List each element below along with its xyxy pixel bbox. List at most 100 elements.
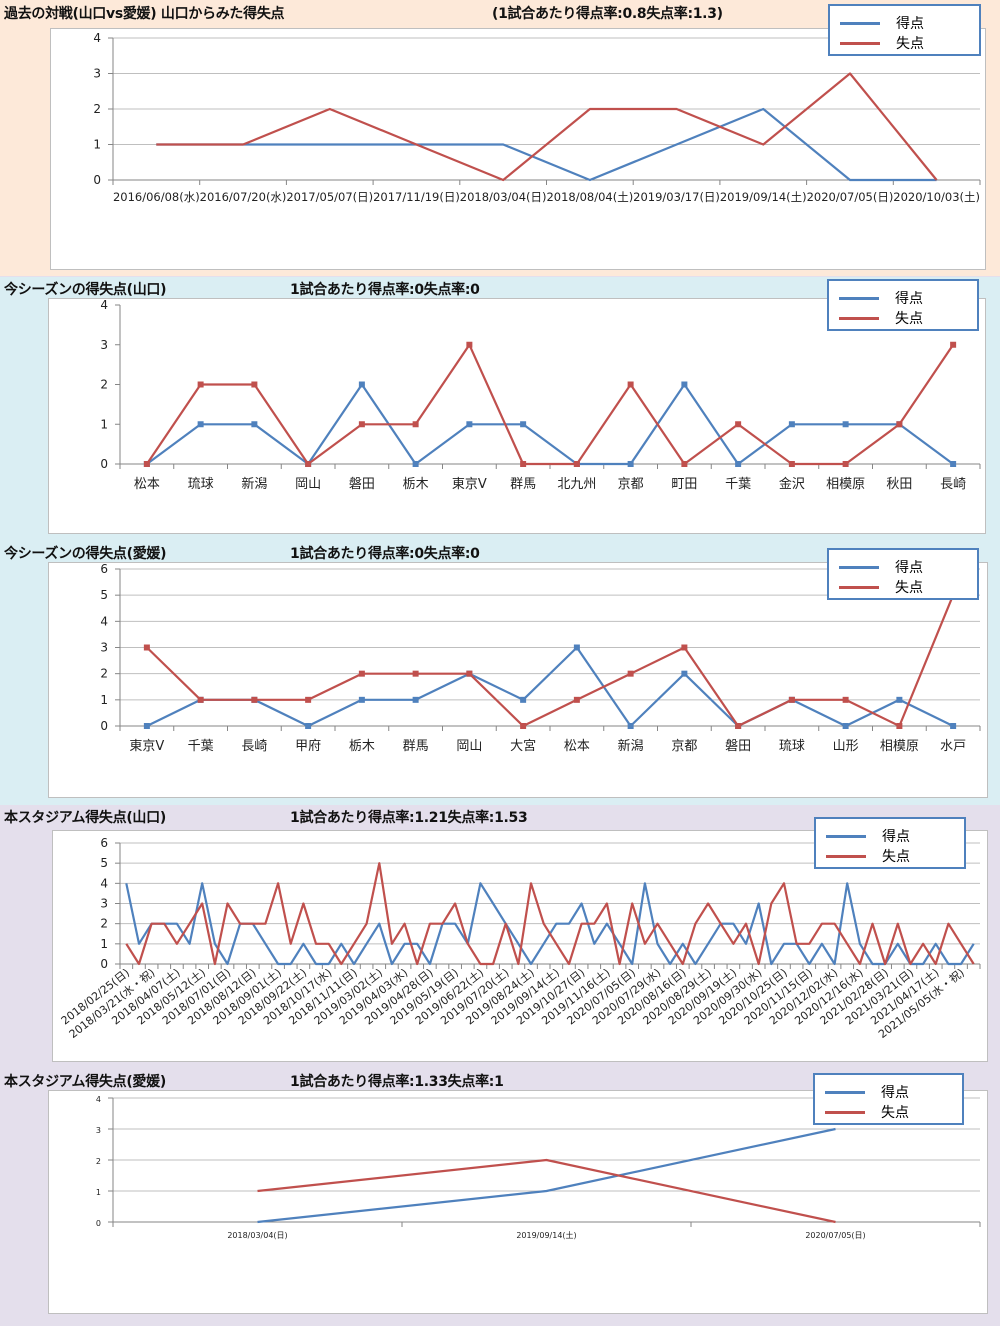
- x-tick-label: 長崎: [241, 739, 267, 754]
- y-tick-label: 0: [100, 957, 108, 971]
- legend-3: 得点 失点: [827, 548, 979, 600]
- concede-data-point: [358, 670, 365, 677]
- concede-data-point: [466, 670, 473, 677]
- legend-concede-swatch: [839, 585, 879, 589]
- concede-data-point: [305, 461, 312, 467]
- x-tick-label: 2019/03/17(日): [633, 190, 720, 204]
- score-data-point: [573, 644, 580, 651]
- x-tick-label: 2018/03/04(日): [460, 190, 547, 204]
- score-data-point: [950, 461, 957, 467]
- score-data-point: [143, 723, 150, 729]
- y-tick-label: 1: [100, 693, 108, 707]
- chart-title-2: 今シーズンの得失点(山口): [4, 282, 167, 298]
- chart-subtitle-4: 1試合あたり得点率:1.21失点率:1.53: [290, 810, 528, 826]
- concede-series-line: [146, 594, 955, 728]
- legend-concede-label: 失点: [895, 311, 923, 327]
- legend-score-swatch: [825, 1090, 865, 1094]
- x-tick-label: 東京V: [452, 476, 487, 492]
- legend-concede-label: 失点: [881, 1105, 909, 1121]
- y-tick-label: 4: [100, 876, 108, 890]
- y-tick-label: 3: [100, 338, 108, 352]
- concede-data-point: [412, 670, 419, 677]
- concede-data-point: [520, 461, 527, 467]
- concede-data-point: [412, 421, 419, 428]
- legend-score-swatch: [839, 296, 879, 300]
- legend-concede-swatch: [826, 854, 866, 858]
- chart-subtitle-3: 1試合あたり得点率:0失点率:0: [290, 546, 480, 562]
- y-tick-label: 6: [100, 836, 108, 850]
- y-tick-label: 5: [100, 856, 108, 870]
- score-data-point: [842, 723, 849, 729]
- x-tick-label: 磐田: [725, 739, 751, 754]
- concede-data-point: [251, 381, 258, 388]
- score-data-point: [896, 696, 903, 703]
- chart-title-3: 今シーズンの得失点(愛媛): [4, 546, 167, 562]
- x-tick-label: 群馬: [403, 739, 429, 754]
- concede-data-point: [788, 696, 795, 703]
- x-tick-label: 山形: [833, 739, 859, 754]
- concede-data-point: [197, 381, 204, 388]
- x-tick-label: 2017/11/19(日): [373, 190, 460, 204]
- score-data-point: [842, 421, 849, 428]
- x-tick-label: 琉球: [779, 739, 805, 754]
- score-data-point: [681, 381, 688, 388]
- concede-data-point: [681, 461, 688, 467]
- y-tick-label: 2: [100, 378, 108, 392]
- y-tick-label: 5: [100, 588, 108, 602]
- concede-data-point: [627, 670, 634, 677]
- x-tick-label: 2020/07/05(日): [805, 1231, 865, 1240]
- y-tick-label: 1: [96, 1188, 101, 1197]
- legend-score-label: 得点: [882, 829, 910, 845]
- score-series-line: [146, 383, 954, 466]
- x-tick-label: 京都: [671, 739, 697, 754]
- x-tick-label: 2019/09/14(土): [720, 190, 807, 204]
- legend-score-swatch: [840, 21, 880, 25]
- chart-title-5: 本スタジアム得失点(愛媛): [4, 1074, 166, 1090]
- score-series-line: [257, 1127, 836, 1224]
- y-tick-label: 1: [93, 138, 101, 152]
- x-tick-label: 2016/06/08(水): [113, 190, 200, 204]
- y-tick-label: 4: [100, 298, 108, 312]
- score-data-point: [466, 421, 473, 428]
- x-tick-label: 磐田: [349, 477, 375, 492]
- concede-series-line: [257, 1158, 836, 1224]
- legend-concede-swatch: [839, 316, 879, 320]
- score-data-point: [412, 696, 419, 703]
- concede-data-point: [573, 696, 580, 703]
- score-data-point: [788, 421, 795, 428]
- chart-panel-2: [48, 298, 986, 534]
- y-tick-label: 1: [100, 937, 108, 951]
- concede-data-point: [842, 461, 849, 467]
- y-tick-label: 1: [100, 417, 108, 431]
- chart-panel-3: [48, 562, 988, 798]
- y-tick-label: 3: [96, 1126, 101, 1135]
- y-tick-label: 4: [96, 1095, 101, 1104]
- x-tick-label: 千葉: [725, 477, 751, 492]
- legend-score-label: 得点: [895, 291, 923, 307]
- y-tick-label: 3: [93, 67, 101, 81]
- score-data-point: [197, 421, 204, 428]
- x-tick-label: 町田: [671, 477, 697, 492]
- x-tick-label: 京都: [618, 477, 644, 492]
- concede-data-point: [305, 696, 312, 703]
- x-tick-label: 岡山: [295, 477, 321, 492]
- x-tick-label: 2020/10/03(土): [893, 190, 980, 204]
- x-tick-label: 秋田: [886, 477, 912, 492]
- x-tick-label: 北九州: [557, 477, 596, 492]
- concede-data-point: [358, 421, 365, 428]
- legend-score-label: 得点: [881, 1085, 909, 1101]
- x-tick-label: 琉球: [188, 477, 214, 492]
- chart-subtitle-1: (1試合あたり得点率:0.8失点率:1.3): [492, 6, 723, 22]
- x-tick-label: 相模原: [880, 739, 919, 754]
- legend-1: 得点 失点: [828, 4, 981, 56]
- y-tick-label: 3: [100, 641, 108, 655]
- legend-4: 得点 失点: [814, 817, 966, 869]
- score-data-point: [520, 421, 527, 428]
- x-tick-label: 群馬: [510, 477, 536, 492]
- y-tick-label: 2: [93, 102, 101, 116]
- chart-subtitle-5: 1試合あたり得点率:1.33失点率:1: [290, 1074, 504, 1090]
- legend-concede-label: 失点: [895, 580, 923, 596]
- score-data-point: [627, 723, 634, 729]
- y-tick-label: 2: [100, 917, 108, 931]
- x-tick-label: 水戸: [940, 739, 966, 754]
